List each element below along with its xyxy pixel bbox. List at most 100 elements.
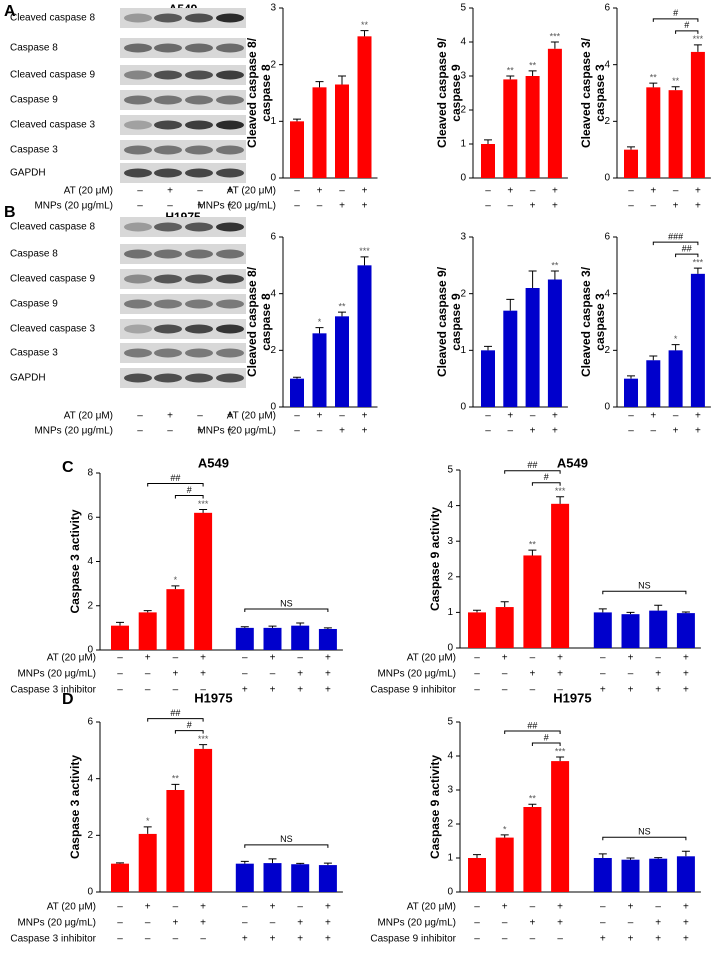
bar: [523, 555, 542, 648]
y-tick-label: 0: [604, 173, 610, 184]
bar: [263, 627, 282, 650]
condition-sign: –: [485, 186, 491, 197]
bracket-label: ##: [527, 460, 537, 470]
condition-sign: +: [362, 411, 368, 422]
condition-sign: +: [628, 902, 634, 913]
blot-band: [185, 324, 213, 334]
condition-sign: +: [317, 186, 323, 197]
chart-title: H1975: [194, 690, 232, 705]
error-bar: [323, 627, 332, 629]
condition-sign: +: [227, 186, 233, 197]
blot-strip: [120, 343, 246, 363]
condition-sign: –: [167, 201, 173, 212]
chart-title: A549: [557, 455, 588, 470]
significance-label: **: [338, 301, 346, 311]
blot-band: [124, 324, 152, 334]
blot-band: [185, 274, 213, 284]
blot-band: [124, 274, 152, 284]
bar: [646, 87, 661, 178]
condition-sign: –: [485, 201, 491, 212]
condition-label: AT (20 μM): [227, 186, 276, 197]
condition-label: MNPs (20 μg/mL): [377, 669, 456, 680]
blot-band: [216, 43, 244, 53]
condition-sign: +: [695, 201, 701, 212]
y-tick-label: 0: [460, 402, 466, 413]
chart-title: A549: [198, 455, 229, 470]
condition-sign: –: [474, 918, 480, 929]
bar: [481, 350, 495, 407]
condition-sign: +: [628, 685, 634, 696]
condition-sign: +: [650, 411, 656, 422]
condition-sign: –: [117, 918, 123, 929]
condition-sign: –: [673, 186, 679, 197]
condition-sign: –: [628, 411, 634, 422]
blot-band: [124, 120, 152, 130]
condition-sign: +: [362, 186, 368, 197]
condition-sign: –: [117, 653, 123, 664]
error-bar: [240, 860, 249, 864]
condition-sign: +: [339, 201, 345, 212]
y-axis-label: Cleaved caspase 9/: [435, 37, 449, 148]
blot-band: [154, 145, 182, 155]
y-tick-label: 2: [460, 105, 466, 116]
bar: [676, 613, 695, 648]
condition-sign: +: [557, 653, 563, 664]
condition-sign: +: [600, 685, 606, 696]
condition-sign: –: [294, 411, 300, 422]
error-bar: [649, 82, 658, 88]
condition-sign: +: [502, 902, 508, 913]
significance-label: ***: [198, 734, 209, 744]
bar: [263, 863, 282, 892]
bar: [468, 612, 486, 648]
bracket-label: ##: [682, 244, 692, 254]
blot-label: GAPDH: [10, 168, 46, 179]
error-bar: [671, 344, 680, 351]
condition-sign: +: [683, 669, 689, 680]
y-axis-label: Cleaved caspase 3/: [579, 37, 593, 148]
significance-label: *: [146, 816, 150, 826]
blot-label: GAPDH: [10, 373, 46, 384]
condition-label: MNPs (20 μg/mL): [34, 201, 113, 212]
condition-sign: +: [325, 902, 331, 913]
condition-sign: –: [137, 411, 143, 422]
blot-band: [216, 274, 244, 284]
bar: [481, 144, 495, 178]
condition-sign: –: [474, 685, 480, 696]
blot-strip: [120, 244, 246, 264]
error-bar: [681, 611, 690, 614]
condition-sign: +: [167, 186, 173, 197]
blot-band: [154, 70, 182, 80]
significance-label: *: [503, 824, 507, 834]
condition-sign: –: [628, 918, 634, 929]
condition-sign: +: [655, 685, 661, 696]
error-bar: [649, 355, 658, 361]
condition-sign: +: [270, 934, 276, 945]
condition-sign: –: [600, 653, 606, 664]
error-bar: [506, 75, 515, 80]
condition-sign: –: [117, 669, 123, 680]
condition-sign: –: [485, 426, 491, 437]
error-bar: [506, 298, 515, 311]
blot-band: [216, 249, 244, 259]
error-bar: [654, 604, 663, 611]
condition-label: MNPs (20 μg/mL): [377, 918, 456, 929]
blot-band: [185, 249, 213, 259]
blot-label: Cleaved caspase 9: [10, 70, 95, 81]
chart-title: H1975: [553, 690, 591, 705]
bar: [593, 858, 612, 892]
condition-sign: –: [474, 902, 480, 913]
condition-sign: +: [200, 902, 206, 913]
error-bar: [315, 81, 324, 88]
condition-sign: –: [117, 934, 123, 945]
blot-band: [216, 145, 244, 155]
y-axis-label: caspase 8: [259, 293, 273, 351]
bracket-label: #: [544, 732, 549, 742]
condition-sign: –: [242, 653, 248, 664]
condition-sign: +: [325, 669, 331, 680]
significance-label: *: [318, 317, 322, 327]
y-tick-label: 1: [460, 345, 466, 356]
significance-bracket: [147, 718, 204, 722]
significance-bracket: [602, 836, 687, 841]
condition-sign: +: [297, 685, 303, 696]
significance-label: **: [361, 20, 369, 30]
